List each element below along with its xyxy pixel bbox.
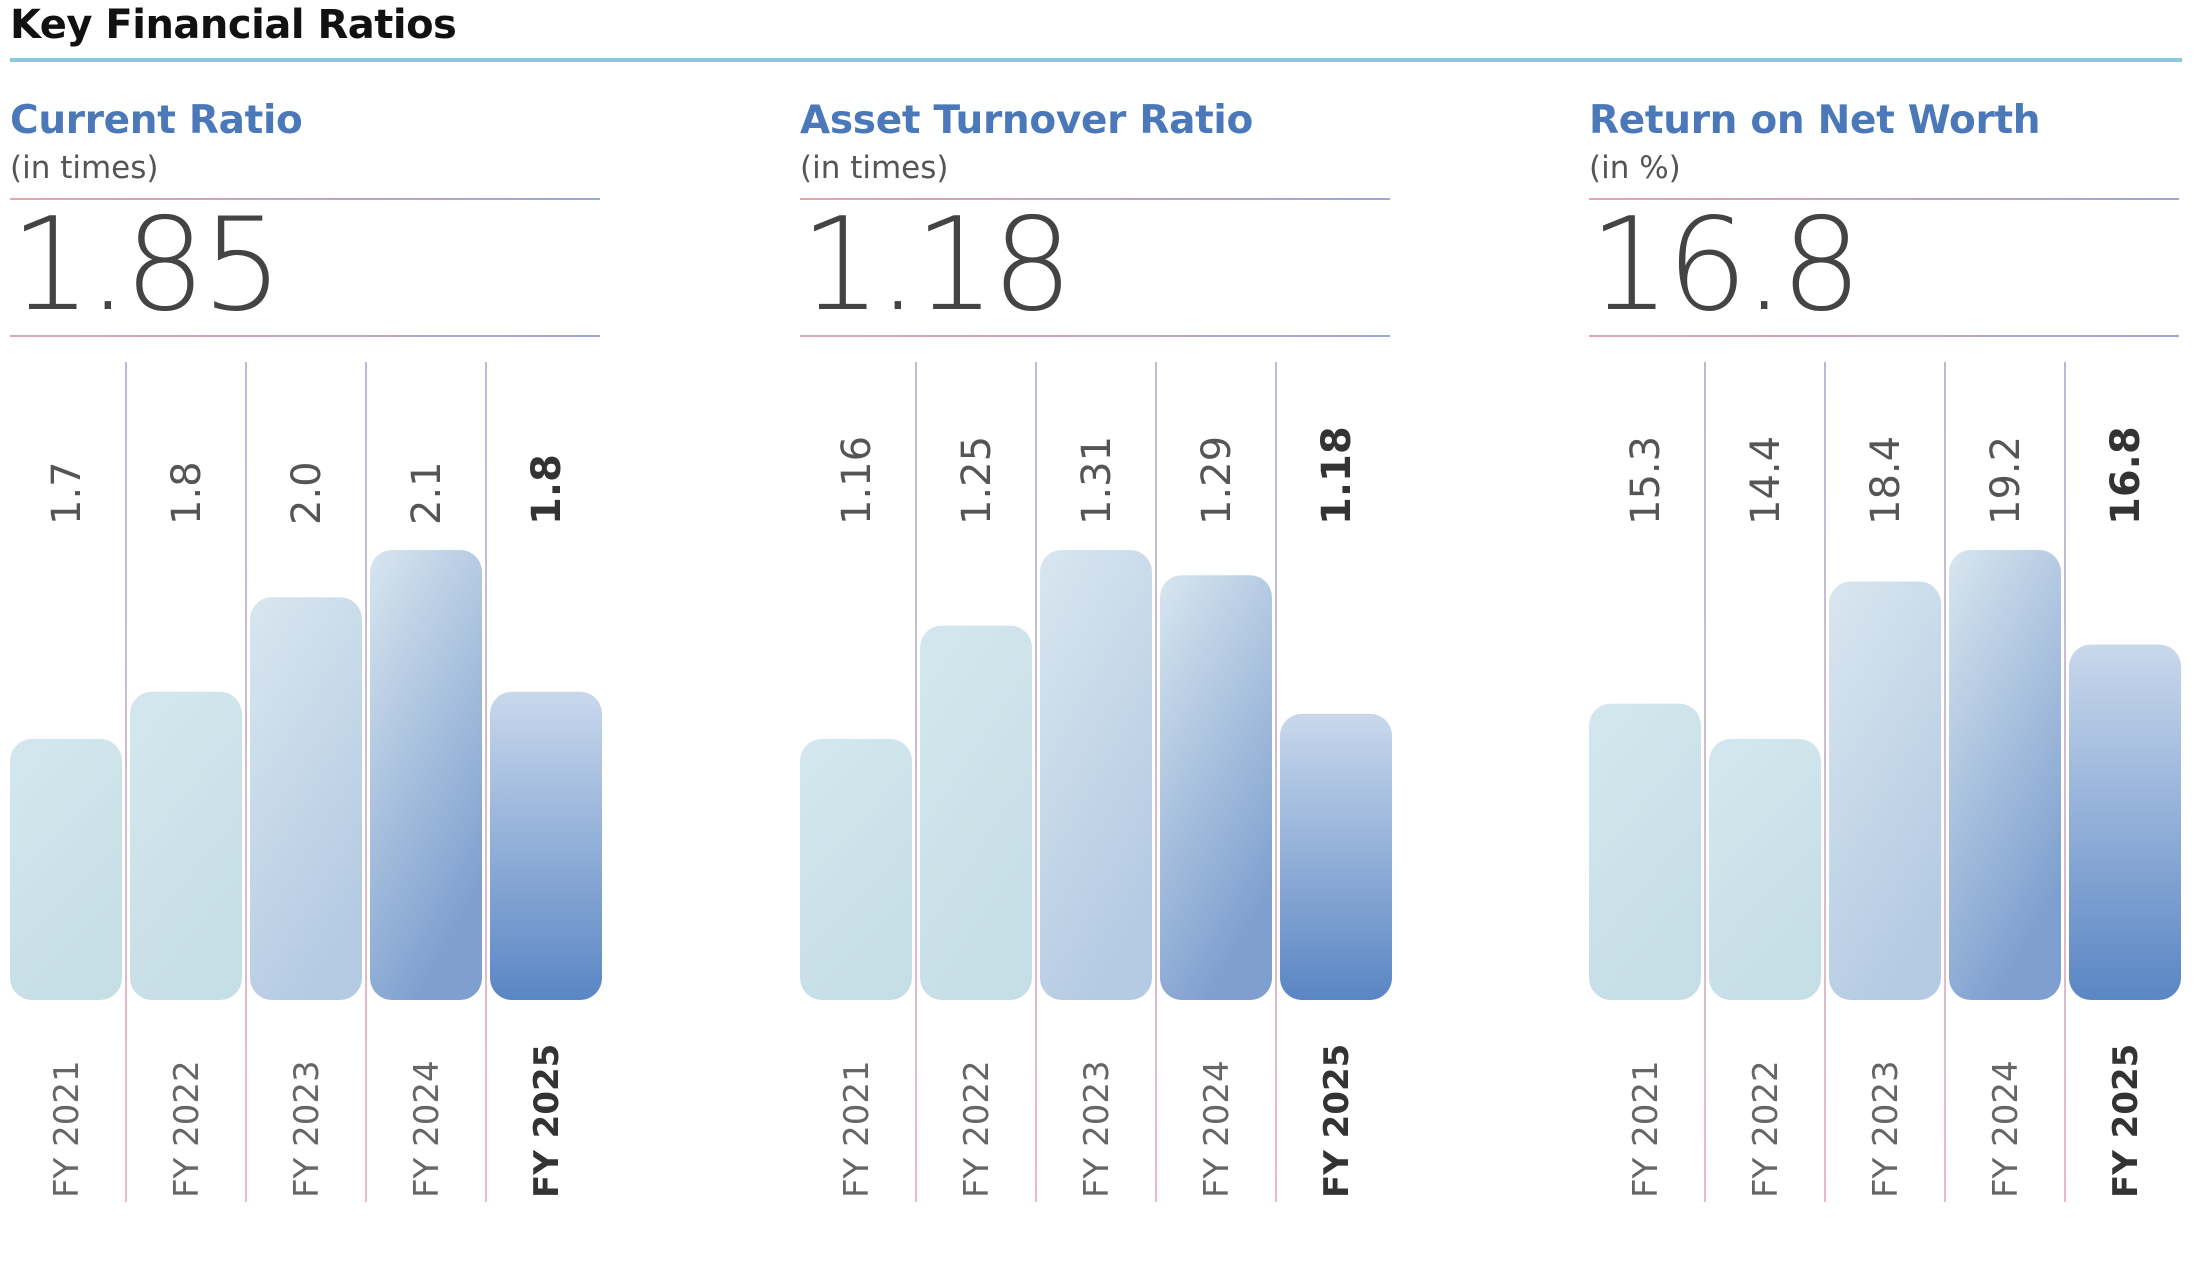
column-separator <box>2064 362 2066 1202</box>
category-label: FY 2021 <box>837 1060 877 1198</box>
column-separator <box>245 362 247 1202</box>
bar-fy-2022 <box>920 625 1032 1000</box>
value-label: 15.3 <box>1623 436 1669 525</box>
return-on-net-worth-panel: Return on Net Worth (in %) 16.8 15.3 FY 2… <box>1589 0 2185 1264</box>
value-label: 16.8 <box>2103 426 2149 525</box>
bar-fy-2022 <box>1709 739 1821 1000</box>
value-label: 2.0 <box>284 461 330 525</box>
divider <box>800 198 1390 200</box>
asset-turnover-bar-chart: 1.16 FY 2021 1.25 FY 2022 1.31 FY 2023 1.29 FY … <box>800 362 1392 1202</box>
divider <box>10 198 600 200</box>
category-label: FY 2024 <box>1986 1060 2026 1198</box>
column-separator <box>915 362 917 1202</box>
divider <box>10 335 600 337</box>
category-label: FY 2025 <box>1317 1044 1357 1198</box>
category-label: FY 2024 <box>1197 1060 1237 1198</box>
column-separator <box>1824 362 1826 1202</box>
value-label: 14.4 <box>1743 436 1789 525</box>
category-label: FY 2021 <box>47 1060 87 1198</box>
value-label: 19.2 <box>1983 436 2029 525</box>
value-label: 1.31 <box>1074 436 1120 525</box>
column-separator <box>1275 362 1277 1202</box>
category-label: FY 2022 <box>1746 1060 1786 1198</box>
page-title: Key Financial Ratios <box>10 2 457 48</box>
value-label: 1.25 <box>954 436 1000 525</box>
bar-fy-2024 <box>1160 575 1272 1000</box>
category-label: FY 2022 <box>957 1060 997 1198</box>
bar-fy-2025 <box>2069 644 2181 1000</box>
value-label: 18.4 <box>1863 436 1909 525</box>
divider <box>1589 198 2179 200</box>
divider <box>800 335 1390 337</box>
current-ratio-panel: Current Ratio (in times) 1.85 1.7 FY 2021… <box>10 0 606 1264</box>
value-label: 1.7 <box>44 461 90 525</box>
panel-unit: (in times) <box>10 150 159 186</box>
category-label: FY 2023 <box>1077 1060 1117 1198</box>
category-label: FY 2024 <box>407 1060 447 1198</box>
column-separator <box>1155 362 1157 1202</box>
column-separator <box>485 362 487 1202</box>
value-label: 1.18 <box>1314 426 1360 525</box>
column-separator <box>1704 362 1706 1202</box>
panel-unit: (in times) <box>800 150 949 186</box>
category-label: FY 2022 <box>167 1060 207 1198</box>
value-label: 1.8 <box>524 454 570 525</box>
bar-fy-2023 <box>1040 550 1152 1000</box>
headline-value: 1.85 <box>10 191 283 340</box>
bar-fy-2023 <box>1829 581 1941 1000</box>
bar-fy-2024 <box>370 550 482 1000</box>
bar-fy-2021 <box>800 739 912 1000</box>
bar-fy-2023 <box>250 597 362 1000</box>
column-separator <box>1944 362 1946 1202</box>
divider <box>1589 335 2179 337</box>
category-label: FY 2025 <box>527 1044 567 1198</box>
panel-title: Current Ratio <box>10 98 303 143</box>
bar-fy-2021 <box>10 739 122 1000</box>
value-label: 2.1 <box>404 461 450 525</box>
asset-turnover-panel: Asset Turnover Ratio (in times) 1.18 1.1… <box>800 0 1396 1264</box>
column-separator <box>365 362 367 1202</box>
bar-fy-2025 <box>1280 713 1392 1000</box>
value-label: 1.29 <box>1194 436 1240 525</box>
current-ratio-bar-chart: 1.7 FY 2021 1.8 FY 2022 2.0 FY 2023 2.1 FY 2024… <box>10 362 602 1202</box>
bar-fy-2022 <box>130 691 242 1000</box>
panel-unit: (in %) <box>1589 150 1681 186</box>
category-label: FY 2025 <box>2106 1044 2146 1198</box>
panel-title: Asset Turnover Ratio <box>800 98 1253 143</box>
value-label: 1.8 <box>164 461 210 525</box>
bar-fy-2024 <box>1949 550 2061 1000</box>
headline-value: 1.18 <box>800 191 1073 340</box>
title-divider <box>10 58 2182 62</box>
value-label: 1.16 <box>834 436 880 525</box>
category-label: FY 2023 <box>287 1060 327 1198</box>
column-separator <box>125 362 127 1202</box>
category-label: FY 2023 <box>1866 1060 1906 1198</box>
bar-fy-2025 <box>490 691 602 1000</box>
return-on-net-worth-bar-chart: 15.3 FY 2021 14.4 FY 2022 18.4 FY 2023 19.2 FY … <box>1589 362 2181 1202</box>
category-label: FY 2021 <box>1626 1060 1666 1198</box>
column-separator <box>1035 362 1037 1202</box>
headline-value: 16.8 <box>1589 191 1862 340</box>
bar-fy-2021 <box>1589 703 1701 1000</box>
panel-title: Return on Net Worth <box>1589 98 2041 143</box>
